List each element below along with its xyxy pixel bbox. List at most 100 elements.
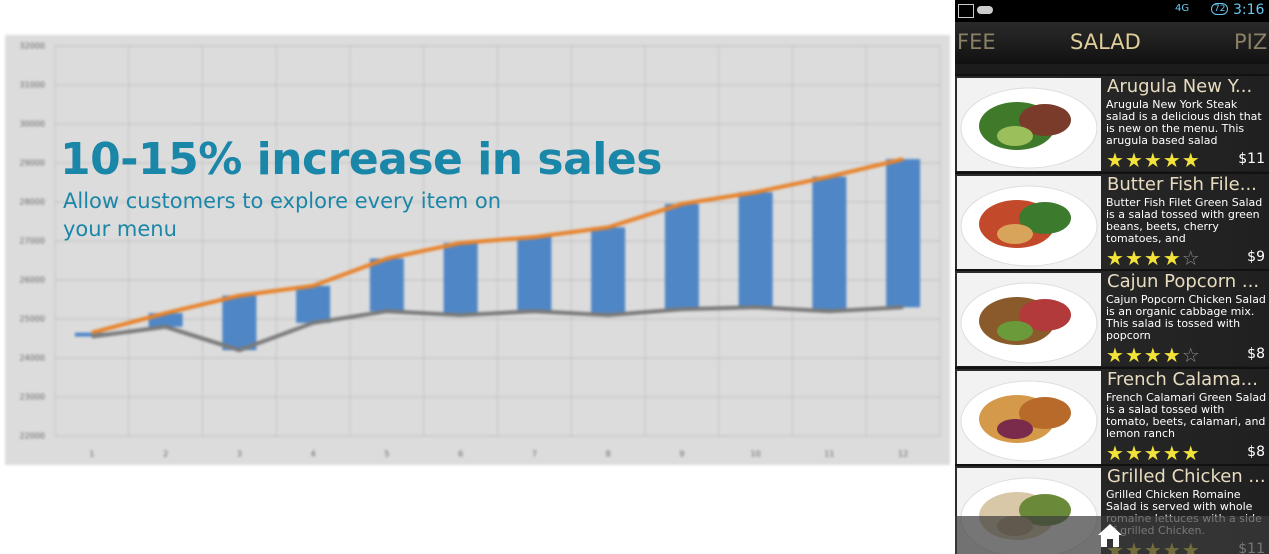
star: ★ (1124, 148, 1144, 172)
x-tick-label: 9 (679, 450, 684, 459)
battery-level: 72 (1211, 3, 1229, 15)
tab-active[interactable]: SALAD (1070, 30, 1141, 54)
star-rating: ★★★★☆ (1106, 246, 1201, 270)
star-rating: ★★★★★ (1106, 441, 1201, 465)
food-photo (957, 273, 1101, 366)
x-tick-label: 10 (751, 450, 761, 459)
range-bar (738, 192, 773, 308)
x-tick-label: 7 (532, 450, 537, 459)
y-tick-label: 26000 (20, 276, 45, 285)
range-bar (222, 295, 257, 351)
star: ☆ (1181, 343, 1201, 367)
range-bar (443, 242, 478, 316)
star-rating: ★★★★★ (1106, 148, 1201, 172)
star: ★ (1124, 245, 1144, 270)
range-bar (886, 159, 921, 308)
star: ★ (1106, 440, 1125, 465)
star: ★ (1124, 343, 1144, 367)
clock: 3:16 (1233, 2, 1265, 18)
item-description: Arugula New York Steak salad is a delici… (1106, 99, 1262, 147)
item-price: $8 (1247, 443, 1265, 460)
gallery-icon (958, 4, 974, 18)
food-image (960, 185, 1098, 266)
food-image (960, 87, 1098, 169)
star: ★ (1181, 440, 1201, 465)
range-bar (369, 258, 404, 312)
star-rating: ★★★★☆ (1106, 343, 1201, 367)
star: ★ (1124, 440, 1144, 465)
menu-item[interactable]: French Calama... French Calamari Green Sa… (955, 366, 1269, 465)
range-bar (517, 237, 552, 312)
star: ☆ (1181, 245, 1201, 270)
bottom-bar (955, 516, 1269, 554)
food-image (960, 282, 1098, 364)
item-title: Butter Fish File... (1107, 173, 1257, 195)
y-tick-label: 32000 (20, 42, 45, 51)
cloud-icon (977, 6, 993, 14)
x-tick-label: 12 (898, 450, 908, 459)
x-tick-label: 6 (458, 450, 463, 459)
y-tick-label: 28000 (20, 198, 45, 207)
item-title: Arugula New Y... (1107, 76, 1253, 97)
home-icon[interactable] (1095, 520, 1125, 550)
chart: 22000 23000 24000 25000 26000 27000 28000 29000… (5, 35, 950, 465)
star: ★ (1162, 343, 1182, 367)
star: ★ (1162, 440, 1182, 465)
food-image (960, 380, 1098, 461)
item-title: Grilled Chicken ... (1107, 466, 1266, 487)
star: ★ (1143, 245, 1163, 270)
subline: Allow customers to explore every item on… (63, 189, 502, 241)
menu-item[interactable]: Cajun Popcorn ... Cajun Popcorn Chicken S… (955, 269, 1269, 367)
food-photo (957, 370, 1101, 464)
item-price: $8 (1247, 346, 1265, 362)
y-tick-label: 29000 (20, 159, 45, 168)
y-tick-label: 23000 (20, 393, 45, 402)
range-bar (591, 227, 626, 316)
star: ★ (1106, 245, 1125, 270)
y-tick-label: 22000 (20, 432, 45, 441)
range-bar (812, 176, 847, 312)
x-tick-label: 11 (824, 450, 834, 459)
item-price: $9 (1247, 248, 1265, 265)
item-price: $11 (1238, 151, 1265, 167)
series-line (91, 305, 904, 353)
x-tick-label: 1 (89, 450, 94, 459)
y-tick-label: 27000 (20, 237, 45, 246)
tab-bar: FEE SALAD PIZ (955, 22, 1269, 64)
y-tick-label: 30000 (20, 120, 45, 129)
range-bar (296, 285, 331, 323)
star: ★ (1143, 440, 1163, 465)
y-tick-label: 31000 (20, 81, 45, 90)
item-title: Cajun Popcorn ... (1107, 271, 1260, 292)
series-line (91, 157, 904, 335)
headline: 10-15% increase in sales (60, 134, 662, 185)
x-tick-label: 3 (237, 450, 242, 459)
y-tick-label: 24000 (20, 354, 45, 363)
star: ★ (1143, 148, 1163, 172)
x-tick-label: 4 (311, 450, 316, 459)
tab[interactable]: PIZ (1234, 30, 1268, 54)
star: ★ (1106, 148, 1125, 172)
x-tick-label: 8 (606, 450, 611, 459)
star: ★ (1181, 148, 1201, 172)
status-bar: 4G 72 3:16 (955, 0, 1269, 22)
item-description: French Calamari Green Salad is a salad t… (1106, 391, 1267, 440)
food-photo (957, 175, 1101, 269)
menu-item[interactable]: Arugula New Y... Arugula New York Steak s… (955, 74, 1269, 172)
network-type: 4G (1175, 3, 1190, 14)
x-tick-label: 5 (384, 450, 389, 459)
tab[interactable]: FEE (957, 30, 996, 54)
star: ★ (1106, 343, 1125, 367)
star: ★ (1162, 148, 1182, 172)
food-photo (957, 78, 1101, 171)
menu-item[interactable]: Butter Fish File... Butter Fish Filet Gre… (955, 171, 1269, 270)
star: ★ (1143, 343, 1163, 367)
item-title: French Calama... (1107, 368, 1258, 390)
y-tick-label: 25000 (20, 315, 45, 324)
item-description: Butter Fish Filet Green Salad is a salad… (1106, 196, 1263, 245)
phone-screen: 4G 72 3:16 FEE SALAD PIZ Arugula New Y..… (955, 0, 1269, 554)
blurred-chart: 22000 23000 24000 25000 26000 27000 28000 29000… (5, 35, 950, 465)
item-description: Cajun Popcorn Chicken Salad is an organi… (1106, 294, 1266, 342)
x-tick-label: 2 (163, 450, 168, 459)
